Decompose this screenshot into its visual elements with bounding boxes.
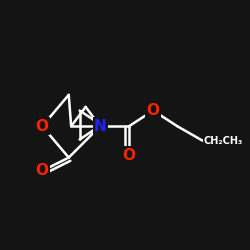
Text: CH₂CH₃: CH₂CH₃ [204, 136, 243, 146]
Text: N: N [94, 119, 106, 134]
Text: O: O [36, 163, 49, 178]
Text: O: O [122, 148, 136, 163]
Text: O: O [36, 119, 49, 134]
Text: O: O [147, 103, 160, 118]
